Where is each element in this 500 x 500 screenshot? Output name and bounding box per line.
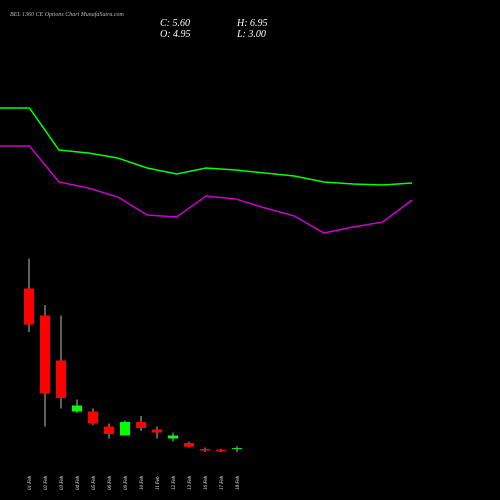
candle-body <box>152 429 162 433</box>
high-label: H: 6.95 <box>236 18 268 29</box>
low-label: L: 3.00 <box>236 29 266 40</box>
candle-body <box>232 448 242 450</box>
candle-body <box>216 449 226 452</box>
candle-body <box>24 288 34 325</box>
x-tick-label: 11 Feb <box>156 476 161 490</box>
x-tick-label: 02 Feb <box>44 475 49 490</box>
candle-body <box>184 443 194 447</box>
x-tick-label: 17 Feb <box>220 475 225 490</box>
x-tick-label: 16 Feb <box>204 475 209 490</box>
x-tick-label: 09 Feb <box>124 475 129 490</box>
x-tick-label: 03 Feb <box>60 475 65 490</box>
close-label: C: 5.60 <box>160 18 190 29</box>
candle-body <box>56 360 66 398</box>
candle-body <box>136 422 146 428</box>
candle-body <box>88 411 98 424</box>
candle-body <box>104 426 114 434</box>
indicator-line <box>0 145 413 234</box>
x-tick-label: 18 Feb <box>236 475 241 490</box>
candle-body <box>200 449 210 451</box>
candle-body <box>168 435 178 439</box>
x-tick-label: 01 Feb <box>28 475 33 490</box>
candle-body <box>40 315 50 394</box>
x-tick-label: 10 Feb <box>140 475 145 490</box>
chart-title: BEL 1360 CE Options Chart MunafaSutra.co… <box>10 11 125 18</box>
x-tick-label: 06 Feb <box>108 475 113 490</box>
x-tick-label: 13 Feb <box>188 475 193 490</box>
candle-body <box>120 422 130 436</box>
x-tick-label: 05 Feb <box>92 475 97 490</box>
indicator-line <box>0 107 413 186</box>
open-label: O: 4.95 <box>160 29 191 40</box>
x-tick-label: 04 Feb <box>76 475 81 490</box>
candle-body <box>72 405 82 412</box>
x-tick-label: 12 Feb <box>172 475 177 490</box>
